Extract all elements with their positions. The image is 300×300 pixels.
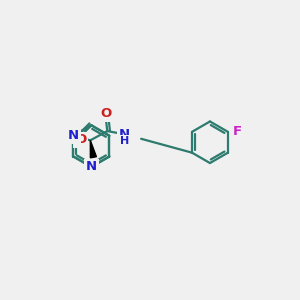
Text: N: N (86, 160, 97, 173)
Text: N: N (68, 129, 79, 142)
Polygon shape (90, 140, 96, 158)
Text: O: O (75, 134, 86, 146)
Text: N: N (118, 128, 130, 141)
Text: H: H (120, 136, 129, 146)
Text: F: F (232, 125, 242, 138)
Text: O: O (100, 107, 111, 120)
